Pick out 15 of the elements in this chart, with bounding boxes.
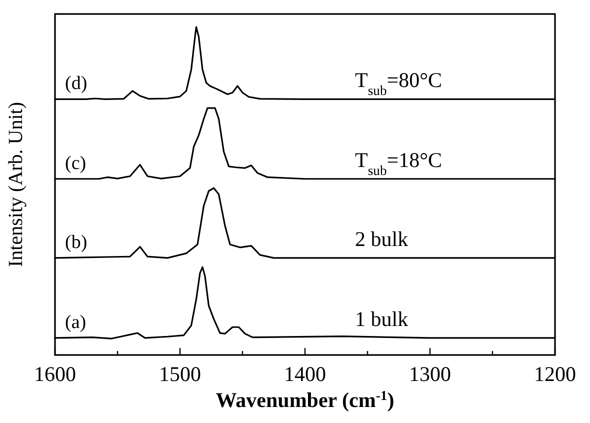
series-label: (d) xyxy=(65,73,88,94)
series-label: (c) xyxy=(65,152,86,174)
x-tick-label: 1300 xyxy=(409,362,451,386)
annotation: 2 bulk xyxy=(355,226,409,251)
x-tick-label: 1400 xyxy=(284,362,326,386)
annotation: T$_{sub}$=18°C xyxy=(355,148,442,178)
x-tick-label: 1600 xyxy=(34,362,76,386)
y-axis-title: Intensity (Arb. Unit) xyxy=(5,102,27,267)
x-axis-title: Wavenumber (cm$^{-1}$) xyxy=(216,388,394,412)
annotation: 1 bulk xyxy=(355,306,409,331)
series-label: (a) xyxy=(65,312,86,333)
x-tick-label: 1200 xyxy=(534,362,576,386)
series-label: (b) xyxy=(65,232,88,253)
annotation: T$_{sub}$=80°C xyxy=(355,68,442,98)
x-tick-label: 1500 xyxy=(159,362,201,386)
